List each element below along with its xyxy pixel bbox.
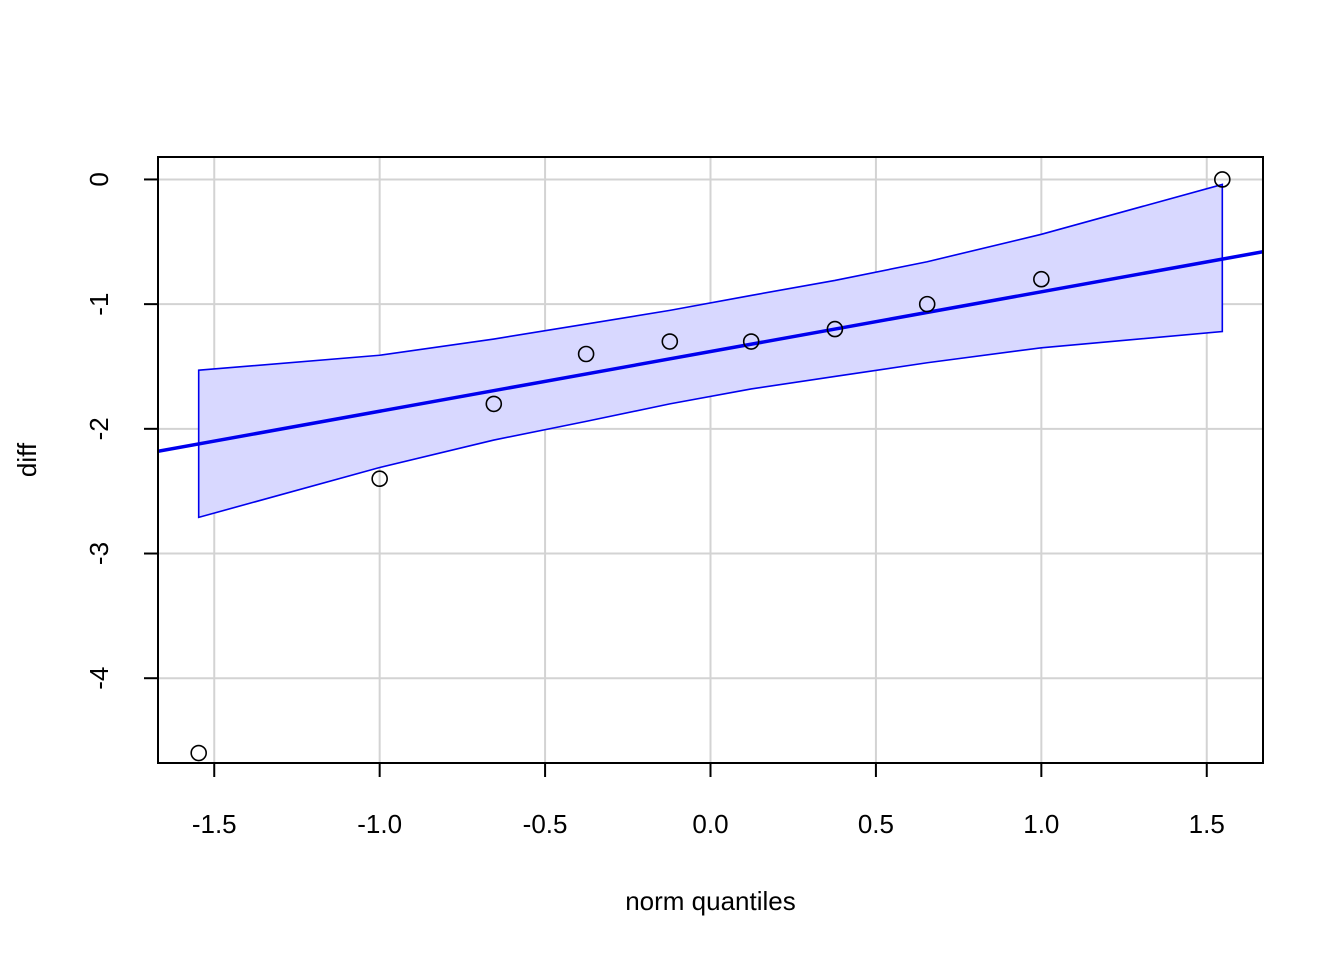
x-tick-label: -0.5: [523, 809, 568, 839]
y-tick-label: -2: [84, 417, 114, 440]
x-tick-label: 1.5: [1189, 809, 1225, 839]
x-tick-label: -1.5: [192, 809, 237, 839]
data-point: [826, 320, 844, 338]
data-point: [371, 470, 388, 488]
data-point: [661, 333, 679, 350]
data-point: [485, 395, 503, 413]
x-axis: -1.5 -1.0 -0.5 0.0 0.5 1.0 1.5: [192, 762, 1225, 839]
data-point: [742, 333, 760, 350]
y-tick-label: -3: [84, 542, 114, 565]
x-tick-label: 0.0: [692, 809, 728, 839]
data-points: [190, 171, 1231, 762]
data-point: [1033, 270, 1050, 288]
reference-line-group: [158, 250, 1263, 454]
data-point: [190, 744, 207, 762]
data-point: [918, 295, 936, 313]
data-point: [577, 345, 595, 363]
x-tick-label: -1.0: [357, 809, 402, 839]
y-axis-title: diff: [12, 442, 42, 477]
x-axis-title: norm quantiles: [625, 886, 796, 916]
y-tick-label: -4: [84, 667, 114, 690]
data-point: [1214, 171, 1231, 188]
x-tick-label: 1.0: [1023, 809, 1059, 839]
x-tick-label: 0.5: [858, 809, 894, 839]
y-tick-label: -1: [84, 293, 114, 316]
y-axis: 0 -1 -2 -3 -4: [84, 172, 159, 690]
reference-line: [158, 250, 1263, 454]
y-tick-label: 0: [84, 172, 114, 186]
